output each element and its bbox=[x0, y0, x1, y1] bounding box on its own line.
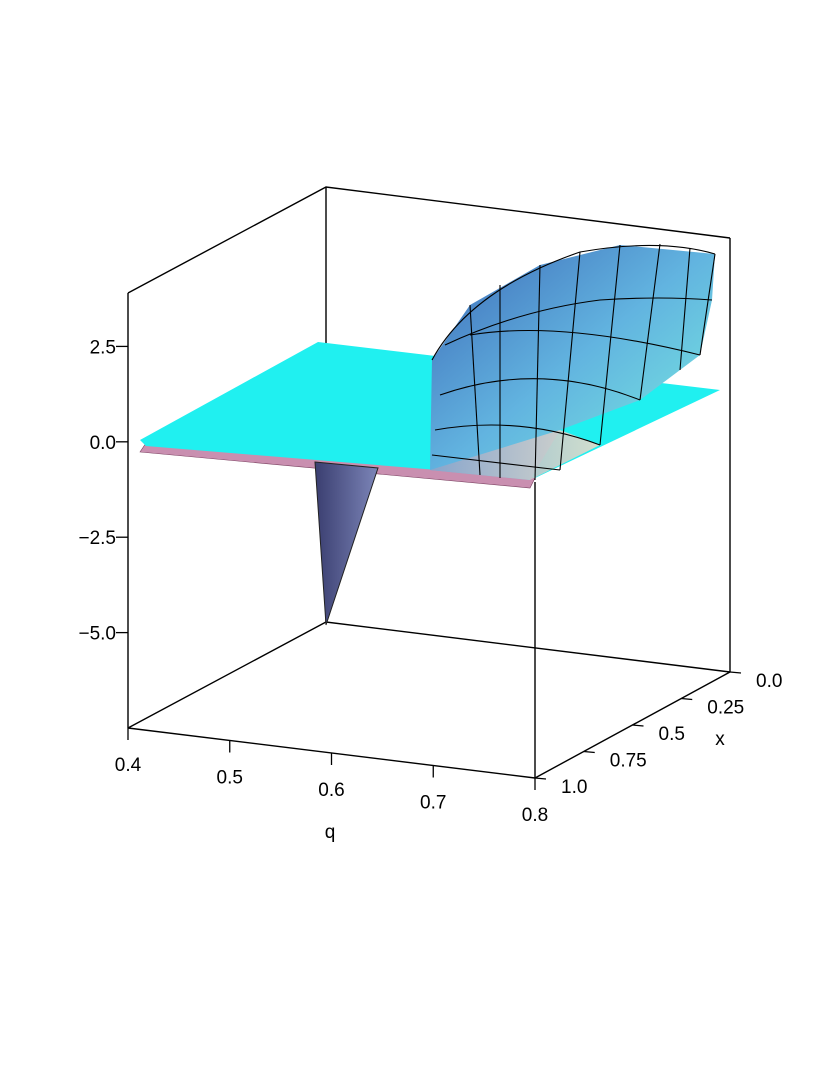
y-tick bbox=[534, 777, 547, 780]
x-tick-label: 0.6 bbox=[318, 780, 344, 801]
y-tick-label: 0.5 bbox=[659, 724, 685, 745]
y-tick bbox=[729, 671, 742, 674]
y-tick bbox=[681, 697, 693, 701]
y-tick-label: 0.0 bbox=[756, 671, 782, 692]
x-tick-label: 0.7 bbox=[420, 793, 446, 814]
box-front bbox=[127, 482, 731, 779]
x-tick-label: 0.4 bbox=[115, 755, 142, 776]
y-axis-label: x bbox=[715, 729, 725, 750]
y-tick-label: 0.75 bbox=[610, 751, 647, 772]
z-tick-label: 0.0 bbox=[90, 433, 116, 454]
z-tick-label: −2.5 bbox=[78, 528, 116, 549]
y-tick-label: 1.0 bbox=[561, 777, 587, 798]
y-tick bbox=[583, 750, 595, 754]
z-tick-label: −5.0 bbox=[78, 624, 116, 645]
surface bbox=[139, 243, 720, 626]
x-axis-label: q bbox=[325, 822, 336, 843]
z-tick-label: 2.5 bbox=[90, 337, 116, 358]
y-tick-label: 0.25 bbox=[707, 698, 744, 719]
y-tick bbox=[632, 724, 644, 727]
x-tick-label: 0.8 bbox=[522, 805, 548, 826]
x-tick-label: 0.5 bbox=[217, 768, 243, 789]
